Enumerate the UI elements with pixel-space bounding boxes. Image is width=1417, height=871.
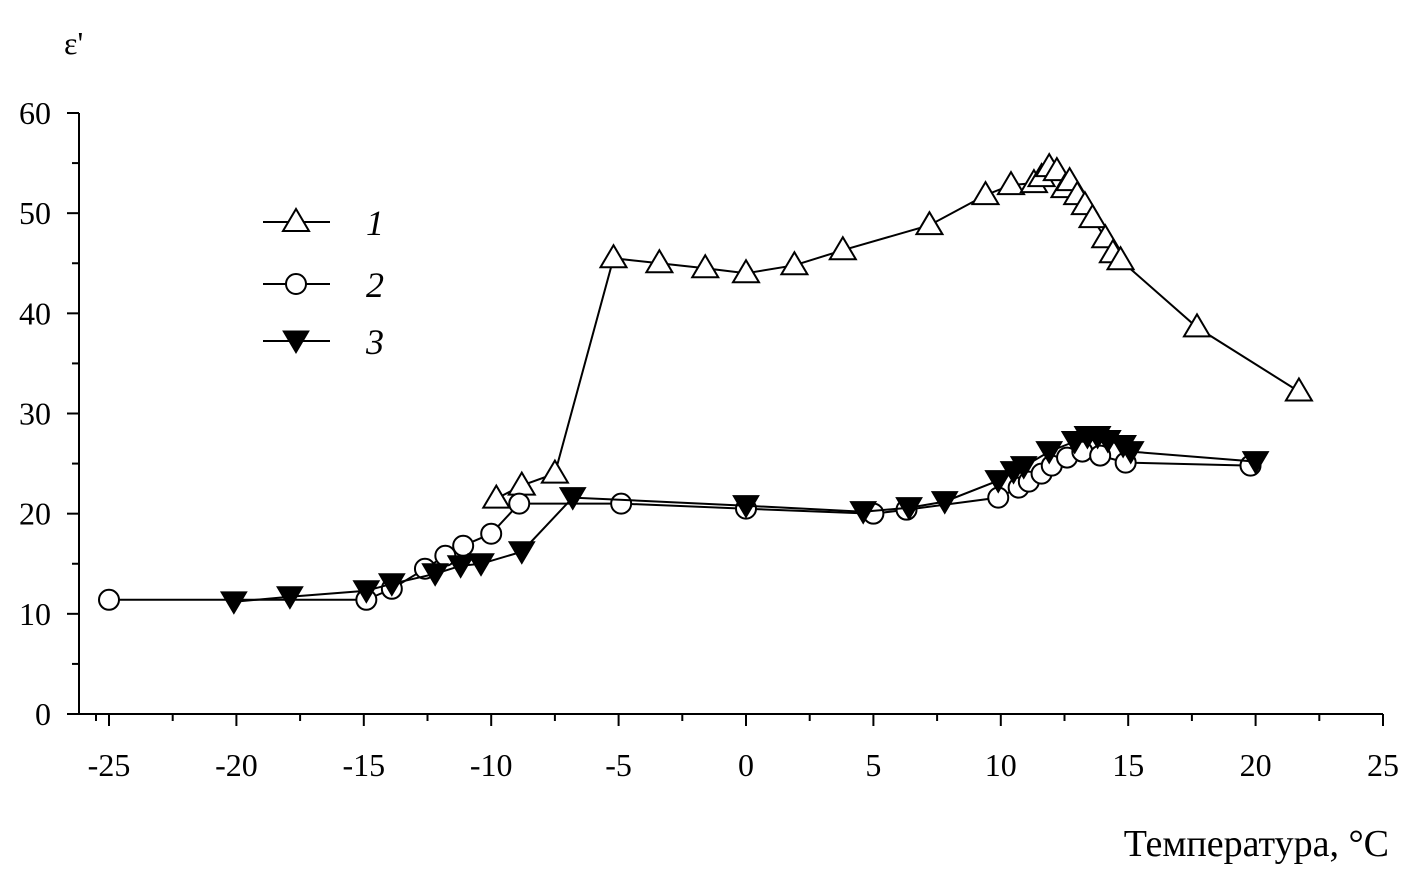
- marker-triangle-down: [849, 501, 878, 525]
- series-1: [481, 152, 1314, 509]
- marker-triangle-up: [598, 243, 629, 269]
- marker-circle: [1089, 444, 1112, 467]
- y-tick-label: 50: [19, 195, 51, 231]
- legend-label: 3: [365, 322, 384, 362]
- marker-triangle-down: [507, 541, 536, 565]
- marker-triangle-down: [467, 553, 495, 577]
- series-line-1: [495, 165, 1300, 500]
- marker-triangle-up: [540, 458, 570, 484]
- marker-triangle-down: [1009, 456, 1038, 480]
- y-tick-label: 0: [35, 696, 51, 732]
- x-tick-label: 0: [738, 747, 754, 783]
- marker-triangle-down: [984, 470, 1013, 494]
- marker-triangle-up: [1182, 312, 1212, 338]
- legend-item-3: 3: [263, 322, 384, 362]
- marker-triangle-up: [828, 235, 858, 261]
- marker-circle: [285, 273, 307, 295]
- marker-triangle-up: [779, 250, 810, 276]
- series-2: [98, 440, 1262, 611]
- marker-triangle-up: [1077, 203, 1108, 229]
- marker-triangle-up: [1284, 376, 1314, 402]
- marker-triangle-up: [914, 210, 945, 236]
- x-axis-label: Температура, °C: [1124, 823, 1389, 865]
- marker-triangle-down: [219, 591, 248, 615]
- y-axis-label: ε': [64, 25, 83, 61]
- legend-label: 2: [366, 265, 384, 305]
- marker-circle: [452, 534, 475, 557]
- y-tick-label: 60: [19, 95, 51, 131]
- series-3: [219, 426, 1270, 615]
- marker-triangle-up: [690, 253, 720, 279]
- marker-triangle-down: [930, 491, 959, 515]
- marker-triangle-up: [1105, 245, 1136, 271]
- x-tick-label: -5: [605, 747, 632, 783]
- y-ticks: 0 10 20 30 40 50 60: [19, 95, 79, 732]
- marker-triangle-down: [732, 495, 760, 519]
- marker-triangle-down: [1116, 441, 1145, 465]
- marker-triangle-up: [644, 248, 675, 274]
- marker-triangle-up: [481, 483, 512, 509]
- marker-triangle-down: [895, 497, 923, 521]
- y-tick-label: 10: [19, 596, 51, 632]
- marker-triangle-down: [352, 580, 381, 604]
- x-tick-label: 15: [1112, 747, 1144, 783]
- x-ticks: -25 -20 -15 -10 -5 0 5 10 15 20 25: [88, 714, 1399, 783]
- marker-triangle-up: [1042, 156, 1072, 182]
- y-tick-label: 20: [19, 496, 51, 532]
- marker-triangle-down: [421, 563, 450, 587]
- marker-circle: [610, 492, 633, 515]
- marker-triangle-down: [377, 573, 406, 597]
- x-tick-label: -25: [88, 747, 131, 783]
- series-line-2: [109, 450, 1251, 601]
- legend-item-1: 1: [263, 203, 384, 243]
- marker-triangle-up: [970, 180, 1001, 206]
- marker-circle: [508, 492, 531, 515]
- marker-triangle-up: [281, 207, 311, 232]
- marker-triangle-up: [996, 170, 1026, 196]
- x-tick-label: 5: [865, 747, 881, 783]
- marker-triangle-down: [558, 487, 587, 511]
- marker-triangle-up: [731, 258, 761, 284]
- legend: 1 2 3: [263, 203, 384, 362]
- legend-label: 1: [366, 203, 384, 243]
- marker-triangle-up: [507, 470, 537, 496]
- marker-triangle-down: [276, 586, 304, 610]
- axes: [78, 113, 1383, 715]
- marker-circle: [98, 588, 120, 611]
- x-tick-label: -10: [470, 747, 513, 783]
- y-tick-label: 30: [19, 396, 51, 432]
- series-layer: [98, 152, 1314, 615]
- marker-circle: [480, 522, 503, 545]
- x-tick-label: 10: [985, 747, 1017, 783]
- legend-item-2: 2: [263, 265, 384, 305]
- marker-triangle-down: [282, 330, 310, 354]
- x-tick-label: -20: [215, 747, 258, 783]
- y-tick-label: 40: [19, 295, 51, 331]
- x-tick-label: 20: [1240, 747, 1272, 783]
- marker-triangle-down: [1035, 441, 1064, 465]
- x-tick-label: -15: [342, 747, 385, 783]
- x-tick-label: 25: [1367, 747, 1399, 783]
- marker-triangle-down: [1241, 451, 1270, 475]
- marker-triangle-down: [446, 555, 475, 579]
